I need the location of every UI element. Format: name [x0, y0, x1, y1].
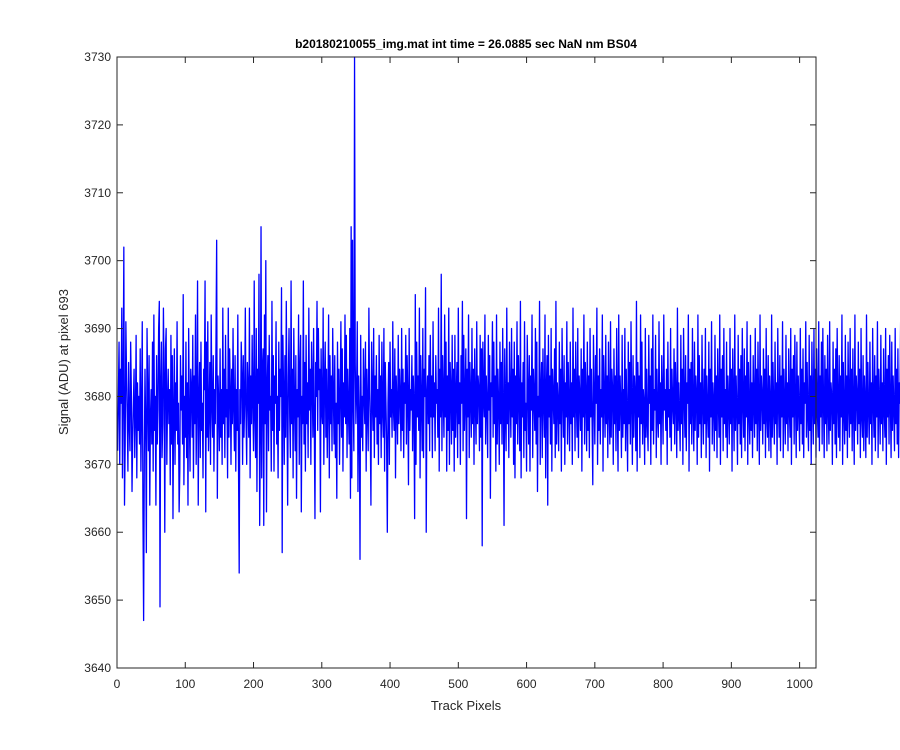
x-tick-label: 200: [244, 677, 264, 691]
x-tick-label: 400: [380, 677, 400, 691]
y-tick-label: 3670: [84, 457, 111, 471]
x-tick-label: 100: [175, 677, 195, 691]
y-tick-label: 3660: [84, 525, 111, 539]
y-axis: 3640 3650 3660 3670 3680 3690 3700 3710 3720 3730: [84, 50, 816, 675]
y-tick-label: 3710: [84, 186, 111, 200]
x-tick-label: 600: [517, 677, 537, 691]
y-tick-label: 3720: [84, 118, 111, 132]
y-axis-label: Signal (ADU) at pixel 693: [56, 289, 71, 435]
y-tick-label: 3690: [84, 322, 111, 336]
x-tick-label: 500: [448, 677, 468, 691]
x-tick-label: 900: [721, 677, 741, 691]
y-tick-label: 3640: [84, 661, 111, 675]
x-axis-label: Track Pixels: [431, 698, 502, 713]
x-tick-label: 0: [114, 677, 121, 691]
x-axis: 0 100 200 300 400 500 600 700 800 900 1000: [114, 57, 813, 691]
y-tick-label: 3700: [84, 254, 111, 268]
y-tick-label: 3680: [84, 389, 111, 403]
axes-box: [116, 56, 817, 669]
x-tick-label: 700: [585, 677, 605, 691]
x-tick-label: 1000: [786, 677, 813, 691]
y-tick-label: 3730: [84, 50, 111, 64]
series-layer: [117, 56, 900, 622]
y-tick-label: 3650: [84, 593, 111, 607]
series-line-0: [117, 56, 900, 622]
chart-title: b20180210055_img.mat int time = 26.0885 …: [295, 37, 637, 51]
x-tick-label: 800: [653, 677, 673, 691]
x-tick-label: 300: [312, 677, 332, 691]
